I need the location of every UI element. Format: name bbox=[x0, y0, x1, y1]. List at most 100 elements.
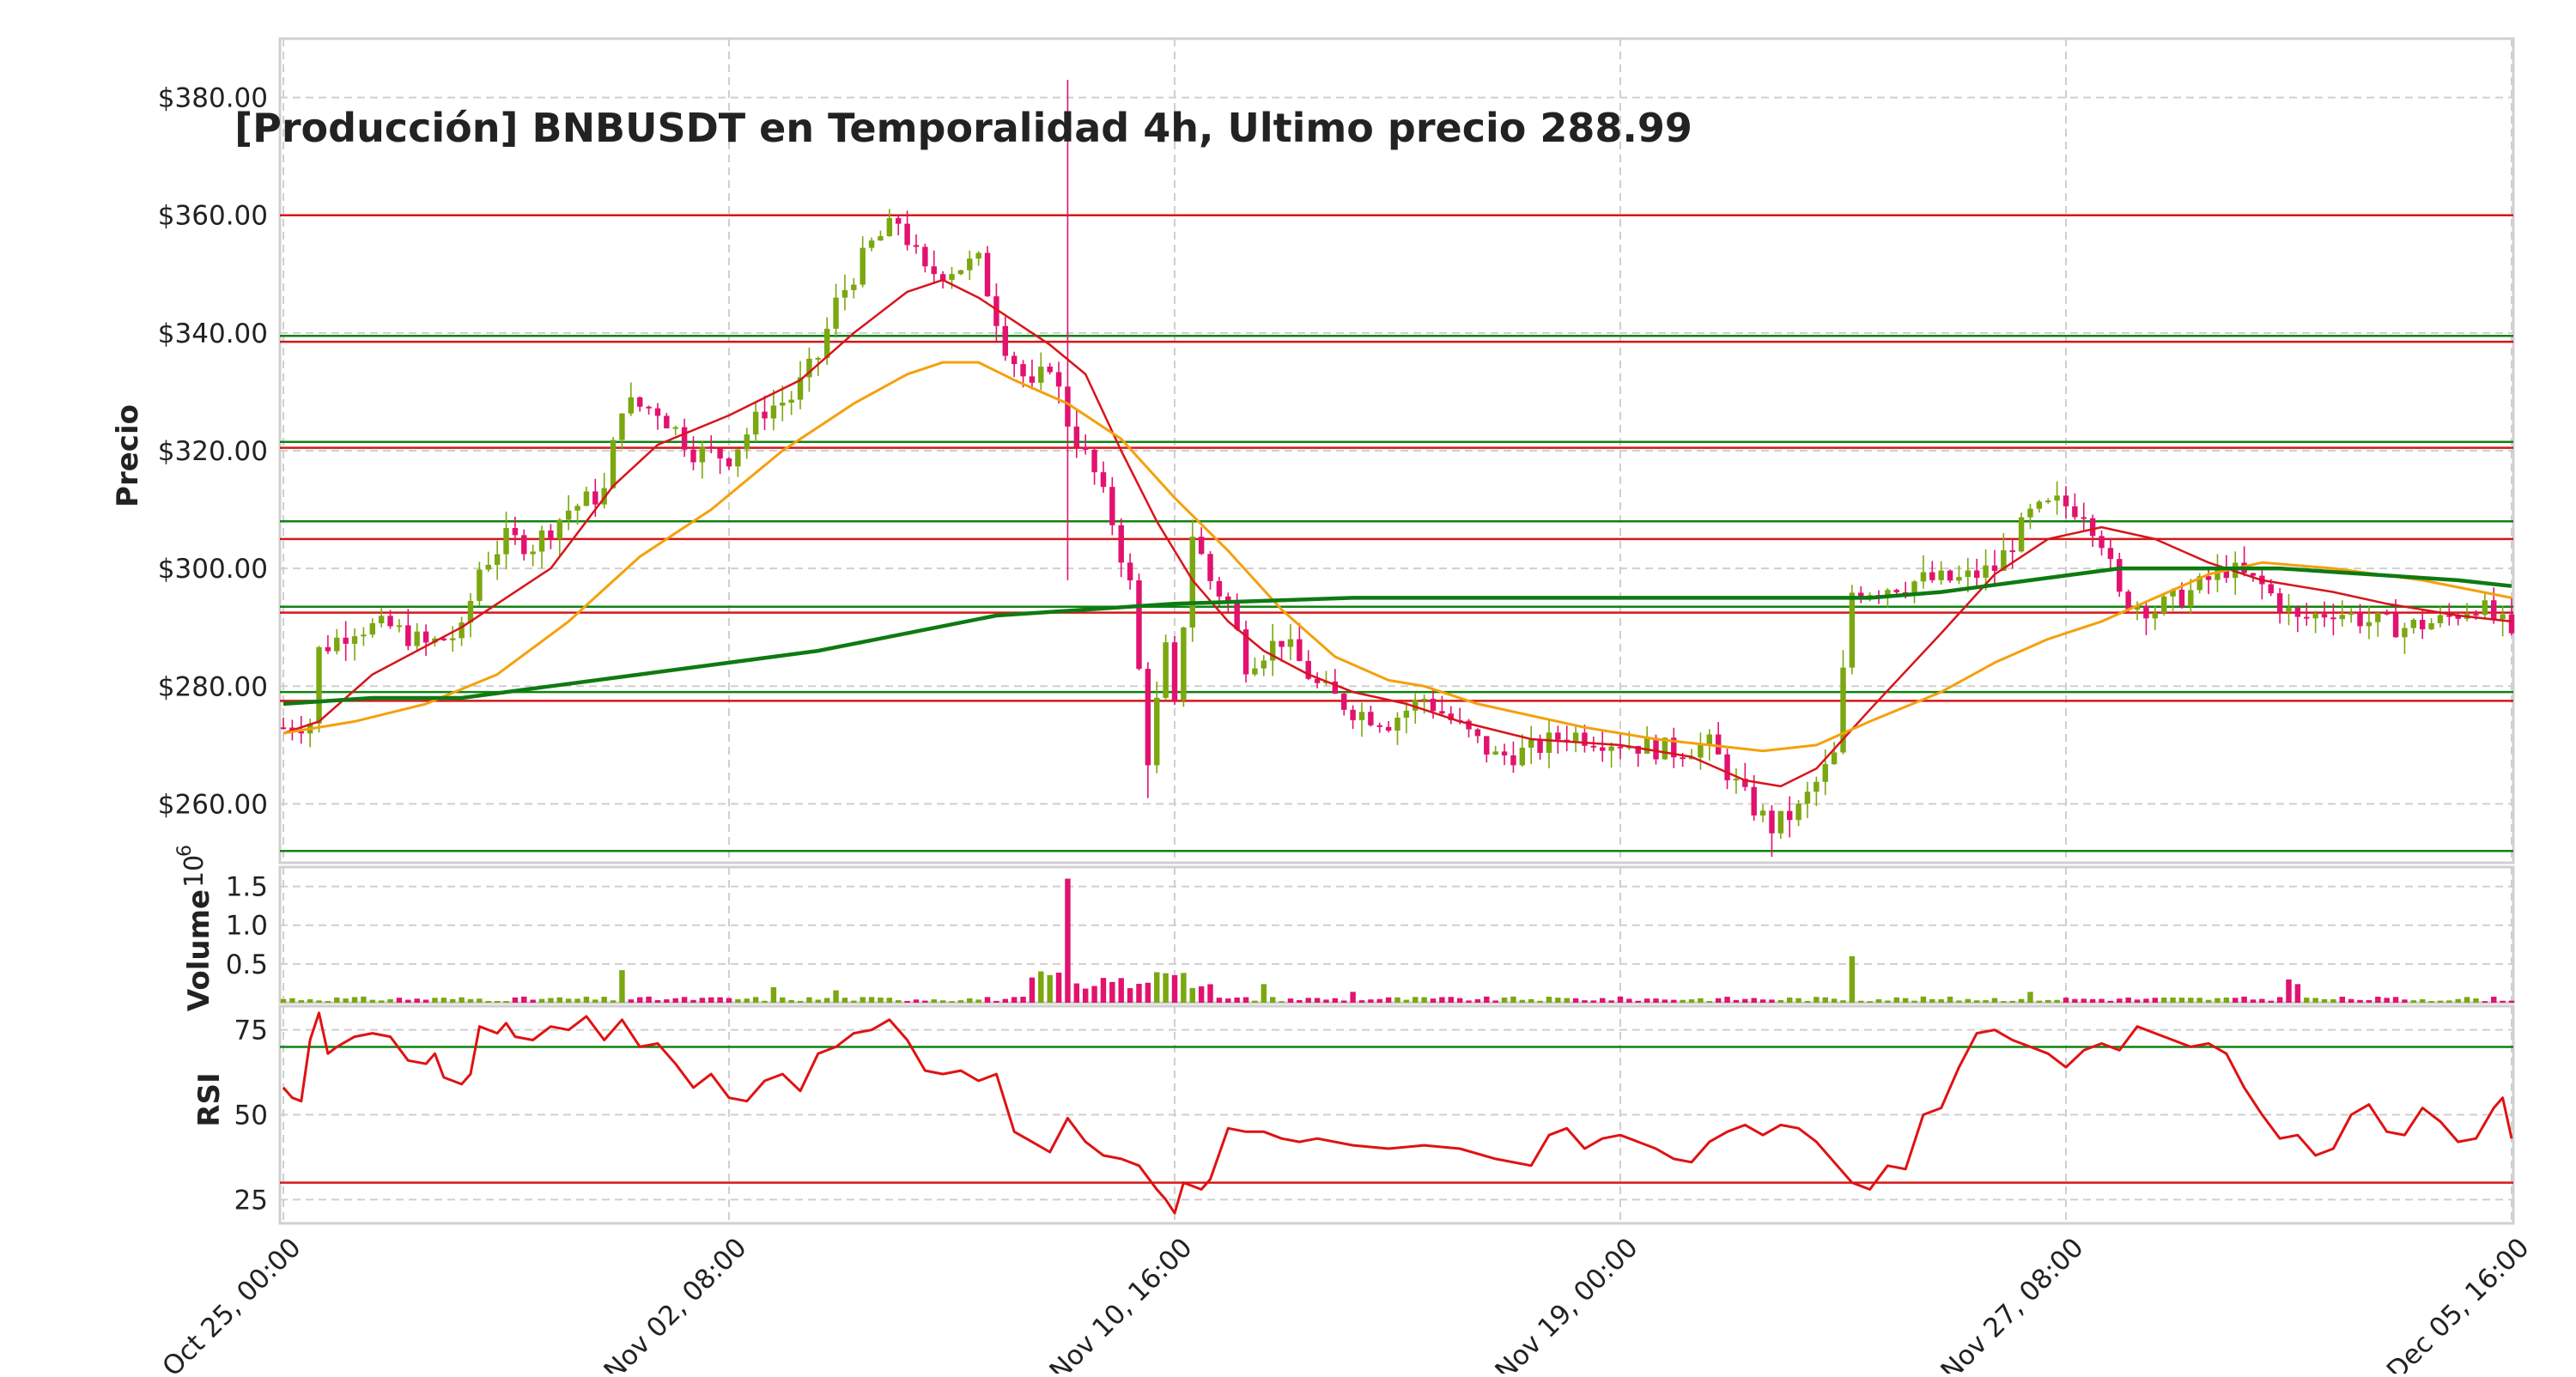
volume-bar bbox=[2437, 1000, 2444, 1003]
volume-bar bbox=[1564, 998, 1570, 1003]
volume-bar bbox=[886, 998, 893, 1003]
candle-body bbox=[2054, 495, 2060, 501]
candle-body bbox=[485, 564, 491, 570]
candle-body bbox=[1136, 580, 1142, 670]
volume-bar bbox=[2036, 1000, 2043, 1003]
volume-bar bbox=[975, 999, 981, 1003]
candle-body bbox=[298, 731, 304, 734]
volume-scale-exponent: 10 6 bbox=[174, 845, 210, 888]
volume-bar bbox=[1929, 998, 1935, 1003]
candle-body bbox=[949, 274, 955, 281]
candle-body bbox=[1118, 525, 1124, 563]
volume-bar bbox=[1965, 998, 1971, 1003]
volume-bar bbox=[1885, 1000, 1891, 1003]
candle-body bbox=[1297, 639, 1303, 661]
candle-body bbox=[2125, 591, 2131, 610]
candle-body bbox=[1849, 592, 1856, 668]
volume-bar bbox=[2410, 1000, 2417, 1003]
candle-body bbox=[2178, 589, 2185, 607]
volume-bar bbox=[1973, 1000, 1980, 1003]
candle-body bbox=[1546, 732, 1552, 754]
volume-bar bbox=[521, 996, 527, 1003]
candle-body bbox=[1537, 739, 1543, 754]
volume-bar bbox=[1840, 1000, 1846, 1003]
volume-bar bbox=[2312, 998, 2318, 1003]
candle-body bbox=[2001, 550, 2007, 571]
volume-bar bbox=[1715, 998, 1722, 1003]
volume-bar bbox=[1413, 997, 1419, 1003]
volume-bar bbox=[1537, 1000, 1543, 1003]
candle-body bbox=[2491, 600, 2497, 620]
volume-bar bbox=[2215, 998, 2221, 1003]
volume-bar bbox=[1474, 998, 1481, 1003]
candle-body bbox=[450, 638, 456, 640]
volume-bar bbox=[1385, 997, 1392, 1003]
volume-y-tick-label: 1.5 bbox=[226, 872, 268, 903]
volume-bar bbox=[1430, 998, 1437, 1003]
volume-bar bbox=[797, 1000, 804, 1003]
candle-body bbox=[1207, 554, 1213, 581]
volume-bar bbox=[1091, 986, 1097, 1003]
volume-bar bbox=[289, 998, 295, 1003]
volume-bar bbox=[1100, 978, 1107, 1003]
volume-bar bbox=[1403, 999, 1410, 1003]
volume-bar bbox=[548, 998, 554, 1003]
volume-bar bbox=[2178, 998, 2185, 1003]
candle-body bbox=[2312, 614, 2318, 619]
volume-bar bbox=[1466, 1000, 1472, 1003]
candle-body bbox=[815, 357, 822, 360]
volume-bar bbox=[1242, 997, 1249, 1003]
candle-body bbox=[1216, 580, 1223, 597]
volume-bar bbox=[583, 996, 590, 1003]
candle-body bbox=[1617, 746, 1624, 749]
volume-bar bbox=[298, 1000, 304, 1003]
candle-body bbox=[1635, 745, 1641, 754]
volume-bar bbox=[1484, 996, 1490, 1003]
candle-body bbox=[984, 252, 991, 297]
candle-body bbox=[2304, 616, 2310, 619]
candle-body bbox=[1822, 764, 1828, 782]
volume-bar bbox=[2188, 998, 2194, 1003]
volume-bar bbox=[762, 1000, 768, 1003]
rsi-line bbox=[282, 1011, 2513, 1215]
candle-body bbox=[967, 258, 973, 270]
candle-body bbox=[752, 411, 759, 435]
volume-bar bbox=[1109, 981, 1115, 1003]
volume-bar bbox=[450, 998, 456, 1003]
volume-bar bbox=[307, 999, 313, 1003]
candle-body bbox=[2215, 567, 2221, 580]
candle-body bbox=[1643, 737, 1650, 754]
volume-bar bbox=[2081, 998, 2087, 1003]
volume-bar bbox=[2233, 998, 2239, 1003]
volume-bar bbox=[1635, 1000, 1641, 1003]
candle-body bbox=[1492, 751, 1498, 755]
volume-bar bbox=[2508, 1000, 2515, 1003]
volume-bar bbox=[405, 999, 411, 1003]
volume-bar bbox=[592, 999, 598, 1003]
candle-body bbox=[1350, 709, 1356, 720]
candle-body bbox=[1787, 810, 1793, 821]
candle-body bbox=[841, 289, 848, 298]
volume-bar bbox=[343, 998, 349, 1003]
candle-body bbox=[1287, 639, 1294, 647]
volume-bar bbox=[1269, 997, 1276, 1003]
volume-bar bbox=[922, 1000, 928, 1003]
volume-bar bbox=[574, 998, 580, 1003]
candle-body bbox=[530, 551, 536, 555]
candle-body bbox=[1751, 786, 1757, 816]
volume-bar bbox=[1742, 998, 1748, 1003]
volume-bar bbox=[1911, 1000, 1917, 1003]
volume-bar bbox=[2018, 998, 2025, 1003]
candle-body bbox=[1947, 570, 1953, 581]
candle-body bbox=[1065, 386, 1071, 427]
volume-bar bbox=[1305, 998, 1311, 1003]
volume-bar bbox=[939, 1000, 946, 1003]
candle-body bbox=[2134, 606, 2141, 610]
candle-body bbox=[2473, 614, 2479, 616]
rsi-y-tick-label: 25 bbox=[234, 1185, 268, 1216]
candle-body bbox=[548, 530, 554, 539]
candle-body bbox=[1261, 660, 1267, 669]
volume-bar bbox=[432, 998, 438, 1003]
candle-body bbox=[636, 397, 643, 407]
candle-body bbox=[1528, 739, 1534, 748]
